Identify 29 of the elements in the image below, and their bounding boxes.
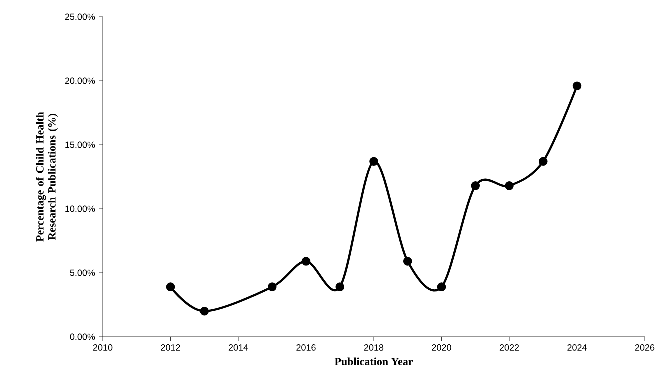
x-axis-title: Publication Year [334,358,414,366]
point [200,307,210,316]
y-axis-title: Percentage of Child Health Research Publications (%) [36,112,58,242]
x-tick-label: 2016 [296,344,316,351]
y-tick-label: 5.00% [70,270,96,276]
point [403,257,412,266]
x-tick-label: 2024 [568,344,587,351]
x-tick-label: 2014 [228,344,248,351]
point [302,257,311,266]
point [572,82,582,91]
point [268,282,277,292]
point [370,157,378,166]
x-tick-label: 2026 [635,344,655,351]
y-tick-label: 15.00% [66,142,96,148]
point [538,157,548,166]
x-tick-label: 2010 [93,344,113,351]
point [505,182,514,190]
point [471,182,480,190]
x-tick-label: 2020 [432,344,452,351]
y-tick-label: 20.00% [65,78,96,84]
x-tick-label: 2022 [500,344,520,351]
y-tick-label: 10.00% [66,206,96,212]
y-tick-label: 25.00% [65,14,96,20]
x-tick-label: 2018 [364,344,384,351]
point [437,282,446,292]
y-tick-label: 0.00% [70,334,96,340]
x-tick-label: 2012 [161,344,180,351]
point [336,282,345,292]
point [166,282,176,292]
